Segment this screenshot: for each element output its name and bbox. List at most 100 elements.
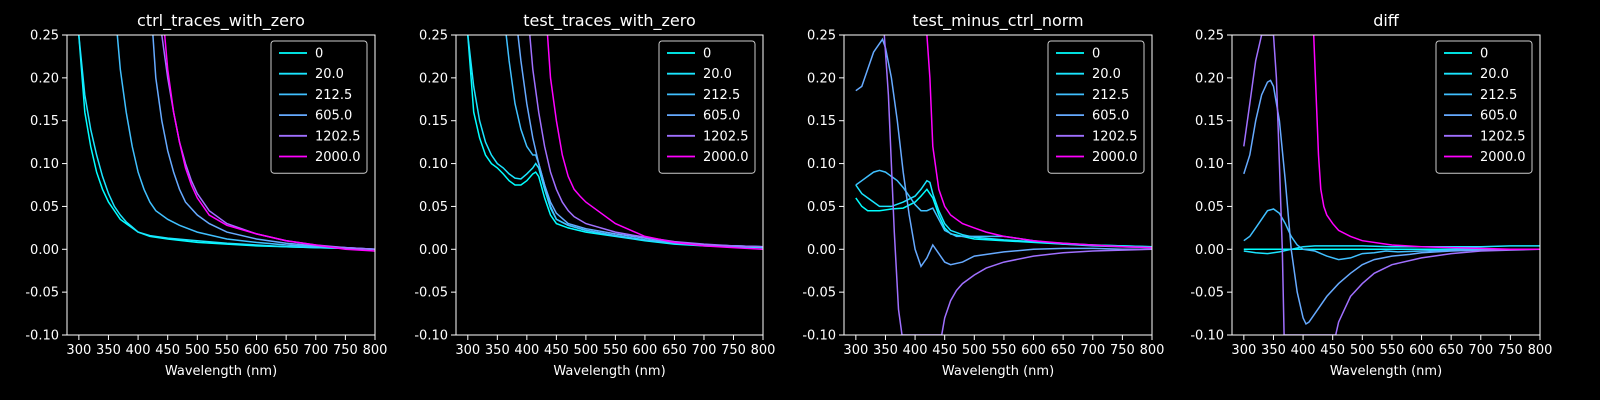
- y-tick-label: 0.10: [807, 157, 836, 172]
- x-tick-label: 700: [1468, 343, 1493, 358]
- series-line-605-0: [855, 37, 1152, 269]
- x-tick-label: 300: [66, 343, 91, 358]
- series-line-2000-0: [546, 35, 763, 251]
- y-tick-label: -0.10: [802, 329, 836, 344]
- x-tick-label: 600: [1021, 343, 1046, 358]
- legend-label: 212.5: [1480, 88, 1517, 103]
- x-tick-label: 750: [333, 343, 358, 358]
- y-tick-label: 0.00: [419, 243, 448, 258]
- x-tick-label: 450: [1320, 343, 1345, 358]
- y-tick-label: 0.10: [30, 157, 59, 172]
- y-tick-label: 0.15: [30, 114, 59, 129]
- legend-label: 605.0: [703, 109, 740, 124]
- x-tick-label: 400: [903, 343, 928, 358]
- y-tick-label: -0.05: [1190, 286, 1224, 301]
- y-tick-label: 0.20: [1195, 71, 1224, 86]
- y-tick-label: -0.05: [802, 286, 836, 301]
- y-tick-label: -0.05: [25, 286, 59, 301]
- chart-panel-2: 300 350 400 450 500 550 600 650 700 750 800 -0.10 -0…: [414, 11, 775, 379]
- series-line-605-0: [1243, 79, 1540, 325]
- x-tick-label: 400: [1291, 343, 1316, 358]
- series-line-20-0: [78, 35, 375, 251]
- x-tick-label: 500: [185, 343, 210, 358]
- legend-label: 1202.5: [703, 129, 749, 144]
- x-tick-label: 650: [1439, 343, 1464, 358]
- x-tick-label: 750: [1498, 343, 1523, 358]
- series-line-20-0: [1243, 245, 1540, 255]
- series-group: [855, 35, 1152, 335]
- legend: 0 20.0 212.5 605.0 1202.5 2000.0: [658, 40, 756, 174]
- x-axis-label: Wavelength (nm): [942, 364, 1054, 379]
- legend: 0 20.0 212.5 605.0 1202.5 2000.0: [1047, 40, 1145, 174]
- series-line-2000-0: [163, 35, 375, 252]
- y-tick-label: -0.10: [414, 329, 448, 344]
- y-tick-label: 0.15: [807, 114, 836, 129]
- x-tick-label: 800: [363, 343, 388, 358]
- legend-label: 2000.0: [1092, 150, 1138, 165]
- y-tick-label: 0.00: [1195, 243, 1224, 258]
- x-tick-label: 650: [662, 343, 687, 358]
- series-line-0: [467, 35, 763, 249]
- legend-label: 212.5: [703, 88, 740, 103]
- chart-title: test_minus_ctrl_norm: [912, 11, 1083, 31]
- x-tick-label: 300: [1231, 343, 1256, 358]
- x-tick-label: 500: [1350, 343, 1375, 358]
- x-tick-label: 700: [303, 343, 328, 358]
- series-group: [467, 35, 763, 251]
- x-tick-label: 600: [244, 343, 269, 358]
- x-tick-label: 650: [1051, 343, 1076, 358]
- x-tick-label: 450: [544, 343, 569, 358]
- legend-label: 20.0: [1480, 67, 1509, 82]
- legend: 0 20.0 212.5 605.0 1202.5 2000.0: [1435, 40, 1533, 174]
- series-line-0: [855, 188, 1152, 248]
- legend-label: 1202.5: [1480, 129, 1526, 144]
- chart-panel-4: 300 350 400 450 500 550 600 650 700 750 800 -0.10 -0…: [1190, 11, 1552, 379]
- x-tick-label: 350: [1261, 343, 1286, 358]
- y-tick-label: 0.25: [419, 29, 448, 44]
- y-tick-label: 0.20: [30, 71, 59, 86]
- legend-label: 605.0: [1092, 109, 1129, 124]
- y-tick-label: 0.10: [419, 157, 448, 172]
- plot-frame: [1231, 34, 1541, 336]
- legend-label: 20.0: [1092, 67, 1121, 82]
- y-tick-label: 0.20: [419, 71, 448, 86]
- x-tick-label: 800: [1528, 343, 1553, 358]
- series-line-1202-5: [529, 35, 763, 248]
- series-line-2000-0: [926, 35, 1152, 249]
- legend-label: 1202.5: [1092, 129, 1138, 144]
- x-tick-label: 350: [485, 343, 510, 358]
- legend-label: 0: [1480, 47, 1488, 62]
- x-tick-label: 650: [274, 343, 299, 358]
- series-line-212-5: [1243, 208, 1540, 261]
- y-tick-label: 0.05: [807, 200, 836, 215]
- chart-title: test_traces_with_zero: [523, 11, 696, 31]
- legend-label: 212.5: [315, 88, 352, 103]
- y-tick-label: 0.10: [1195, 157, 1224, 172]
- series-line-605-0: [152, 35, 375, 251]
- x-tick-label: 600: [633, 343, 658, 358]
- series-group: [78, 35, 375, 252]
- y-tick-label: -0.10: [1190, 329, 1224, 344]
- y-tick-label: 0.00: [807, 243, 836, 258]
- legend-label: 0: [1092, 47, 1100, 62]
- x-tick-label: 300: [843, 343, 868, 358]
- x-tick-label: 700: [1080, 343, 1105, 358]
- y-tick-label: -0.10: [25, 329, 59, 344]
- y-tick-label: 0.20: [807, 71, 836, 86]
- y-tick-label: 0.05: [30, 200, 59, 215]
- x-tick-label: 300: [455, 343, 480, 358]
- series-line-212-5: [116, 35, 375, 251]
- x-tick-label: 750: [721, 343, 746, 358]
- x-tick-label: 800: [751, 343, 776, 358]
- x-tick-label: 600: [1409, 343, 1434, 358]
- chart-panel-3: 300 350 400 450 500 550 600 650 700 750 800 -0.10 -0…: [802, 11, 1164, 379]
- legend-label: 2000.0: [315, 150, 361, 165]
- x-tick-label: 500: [962, 343, 987, 358]
- y-tick-label: 0.05: [419, 200, 448, 215]
- x-axis-label: Wavelength (nm): [1330, 364, 1442, 379]
- x-tick-label: 400: [514, 343, 539, 358]
- y-tick-label: 0.25: [807, 29, 836, 44]
- chart-title: ctrl_traces_with_zero: [137, 11, 305, 31]
- x-tick-label: 750: [1110, 343, 1135, 358]
